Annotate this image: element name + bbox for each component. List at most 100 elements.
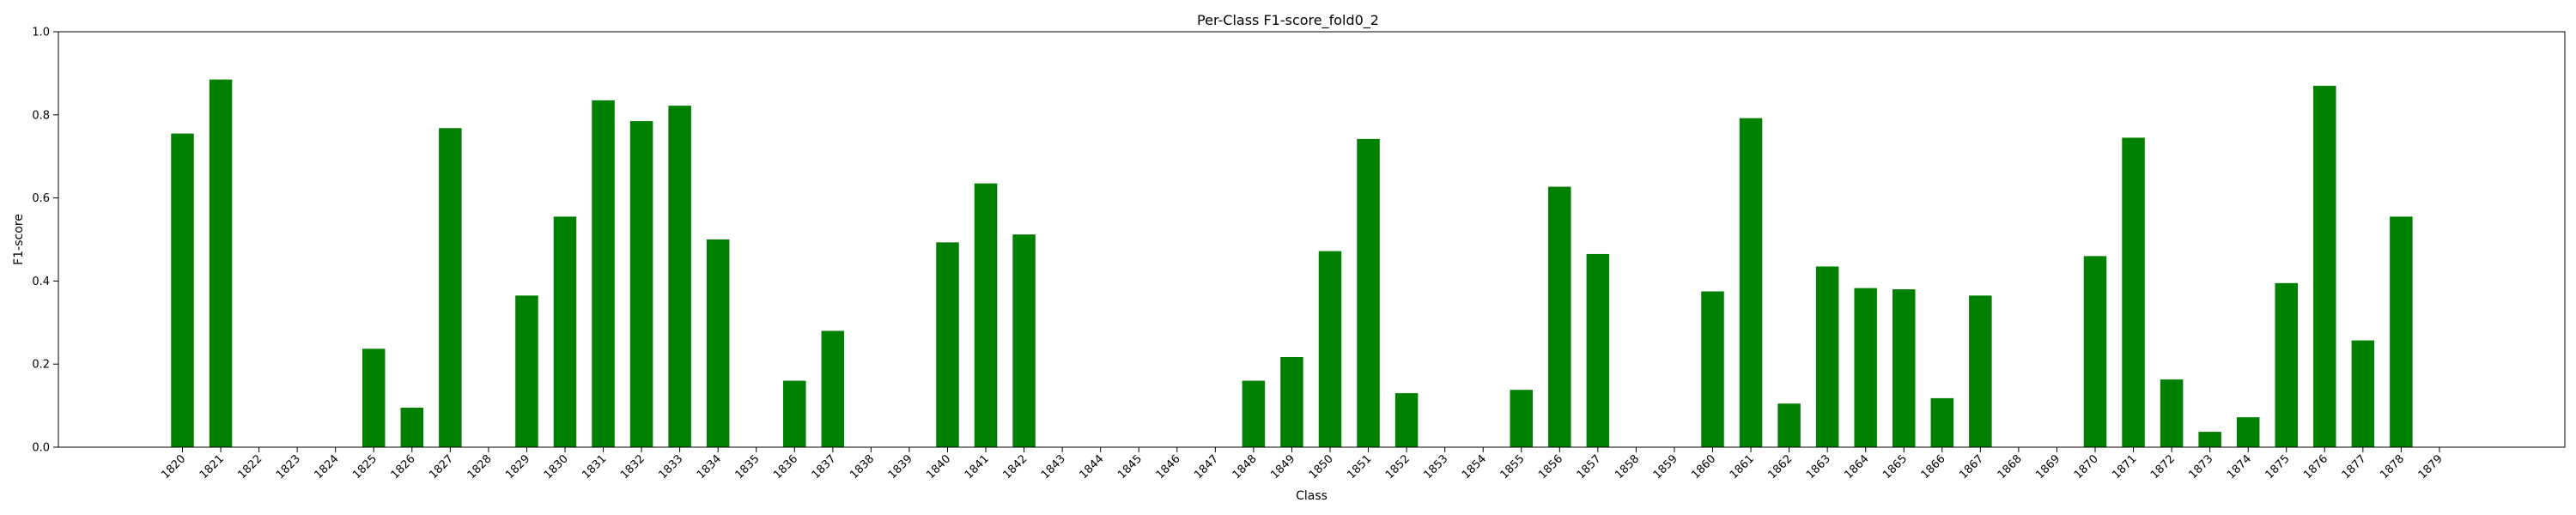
- bar-1851: [1357, 138, 1380, 447]
- x-tick-label: 1837: [810, 452, 839, 482]
- x-tick-label: 1832: [618, 452, 647, 482]
- x-tick-label: 1865: [1880, 452, 1910, 482]
- bar-1829: [515, 295, 538, 447]
- bar-1875: [2275, 282, 2298, 447]
- y-tick-label: 0.4: [32, 276, 50, 288]
- bar-1825: [362, 348, 386, 447]
- x-tick-label: 1838: [848, 452, 877, 482]
- x-tick-label: 1831: [580, 452, 609, 482]
- x-tick-label: 1860: [1689, 452, 1718, 482]
- bar-1860: [1701, 291, 1724, 447]
- bar-1857: [1586, 253, 1610, 447]
- x-tick-label: 1873: [2186, 452, 2215, 482]
- x-tick-label: 1878: [2378, 452, 2407, 482]
- bar-1861: [1739, 118, 1763, 447]
- x-tick-label: 1829: [503, 452, 532, 482]
- x-tick-label: 1864: [1843, 452, 1872, 482]
- x-tick-label: 1823: [274, 452, 303, 482]
- bar-1820: [171, 133, 194, 447]
- x-tick-label: 1845: [1115, 452, 1145, 482]
- bar-1872: [2160, 379, 2184, 447]
- x-tick-label: 1841: [963, 452, 992, 482]
- bar-1873: [2198, 432, 2221, 447]
- y-axis: 0.0 0.2 0.4 0.6 0.8 1.0: [32, 27, 58, 455]
- x-tick-label: 1821: [197, 452, 227, 482]
- x-axis: 1820 1821 1822 1823 1824 1825 1826 1827 1828 1829…: [159, 447, 2445, 482]
- x-tick-label: 1844: [1078, 452, 1107, 482]
- x-tick-label: 1826: [389, 452, 418, 482]
- x-tick-label: 1840: [924, 452, 953, 482]
- x-tick-label: 1825: [350, 452, 380, 482]
- x-tick-label: 1866: [1919, 452, 1948, 482]
- x-tick-label: 1836: [771, 452, 800, 482]
- bar-1849: [1280, 356, 1303, 447]
- x-tick-label: 1835: [733, 452, 762, 482]
- chart-title: Per-Class F1-score_fold0_2: [1197, 12, 1379, 29]
- x-tick-label: 1871: [2110, 452, 2139, 482]
- x-tick-label: 1848: [1230, 452, 1260, 482]
- x-tick-label: 1879: [2416, 452, 2445, 482]
- x-tick-label: 1859: [1651, 452, 1680, 482]
- x-tick-label: 1834: [695, 452, 724, 482]
- x-tick-label: 1872: [2148, 452, 2178, 482]
- bar-1833: [668, 106, 691, 447]
- x-tick-label: 1862: [1765, 452, 1795, 482]
- bar-1832: [629, 121, 653, 447]
- x-tick-label: 1874: [2225, 452, 2254, 482]
- x-tick-label: 1867: [1957, 452, 1986, 482]
- x-tick-label: 1870: [2072, 452, 2101, 482]
- x-tick-label: 1824: [313, 452, 342, 482]
- x-tick-label: 1856: [1536, 452, 1565, 482]
- x-tick-label: 1852: [1383, 452, 1413, 482]
- x-tick-label: 1828: [465, 452, 495, 482]
- y-tick-label: 1.0: [32, 27, 50, 39]
- y-tick-label: 0.2: [32, 359, 50, 372]
- bar-1865: [1893, 289, 1916, 447]
- plot-frame: [58, 31, 2566, 448]
- x-tick-label: 1843: [1039, 452, 1068, 482]
- x-tick-label: 1833: [656, 452, 685, 482]
- x-tick-label: 1877: [2340, 452, 2369, 482]
- x-tick-label: 1861: [1728, 452, 1757, 482]
- bar-1830: [553, 216, 577, 447]
- bar-1864: [1854, 288, 1877, 447]
- bar-1874: [2236, 417, 2260, 447]
- bar-1826: [400, 408, 424, 447]
- x-tick-label: 1876: [2301, 452, 2330, 482]
- x-tick-label: 1820: [159, 452, 188, 482]
- bar-1837: [821, 330, 845, 447]
- bar-1848: [1242, 380, 1266, 447]
- bar-1871: [2122, 137, 2145, 448]
- bar-1855: [1510, 390, 1533, 447]
- bar-1821: [209, 79, 233, 447]
- bar-1863: [1815, 266, 1839, 447]
- x-tick-label: 1849: [1268, 452, 1297, 482]
- bar-1834: [706, 239, 730, 447]
- y-tick-label: 0.8: [32, 109, 50, 122]
- x-tick-label: 1846: [1154, 452, 1183, 482]
- y-axis-label: F1-score: [12, 214, 26, 265]
- x-tick-label: 1851: [1345, 452, 1374, 482]
- bar-1866: [1930, 397, 1954, 447]
- x-tick-label: 1847: [1192, 452, 1221, 482]
- bar-1836: [783, 380, 806, 447]
- x-tick-label: 1868: [1996, 452, 2025, 482]
- bar-1877: [2351, 340, 2375, 447]
- bar-1867: [1969, 295, 1992, 447]
- x-tick-label: 1850: [1307, 452, 1336, 482]
- x-tick-label: 1822: [235, 452, 264, 482]
- bar-1840: [936, 242, 959, 447]
- x-tick-label: 1863: [1804, 452, 1833, 482]
- x-tick-label: 1853: [1421, 452, 1450, 482]
- bar-1870: [2083, 256, 2107, 447]
- bar-1831: [592, 100, 615, 448]
- bar-1862: [1777, 403, 1801, 447]
- x-tick-label: 1875: [2263, 452, 2293, 482]
- bars-group: [171, 79, 2413, 448]
- bar-1878: [2390, 216, 2413, 447]
- bar-1850: [1318, 251, 1342, 447]
- bar-1852: [1394, 393, 1419, 447]
- x-tick-label: 1855: [1498, 452, 1528, 482]
- bar-1842: [1012, 234, 1036, 447]
